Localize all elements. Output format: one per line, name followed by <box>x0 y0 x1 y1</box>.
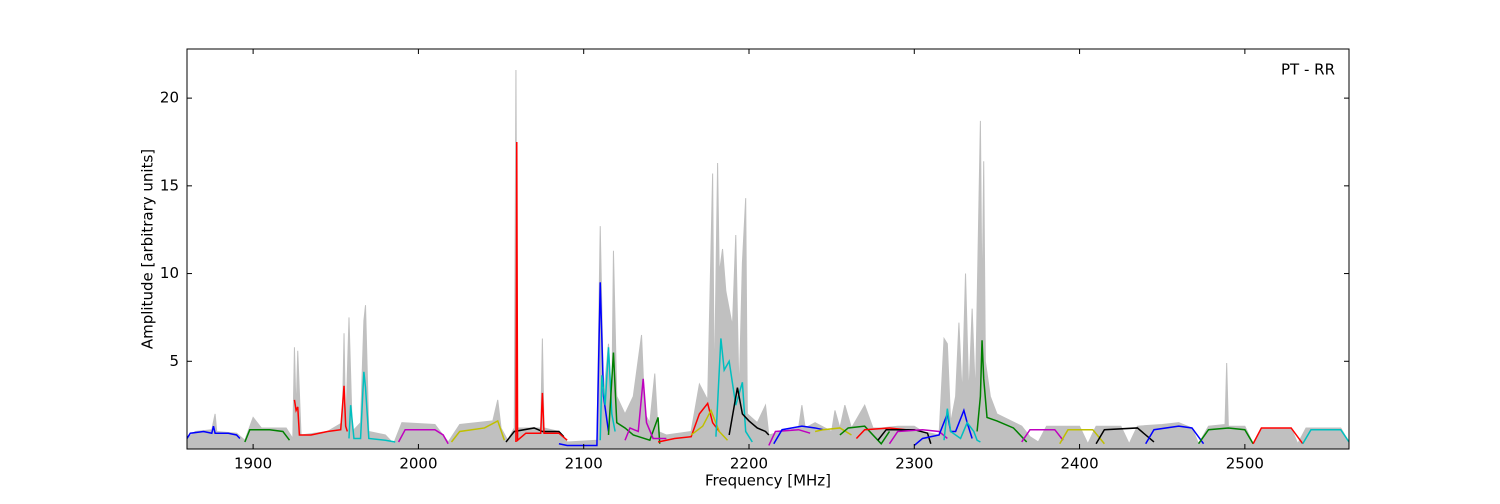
x-tick-label: 1900 <box>234 455 272 473</box>
line <box>976 340 1028 443</box>
line <box>1197 427 1254 445</box>
line <box>244 428 291 443</box>
x-tick-label: 2100 <box>565 455 603 473</box>
annotation: PT - RR <box>1281 61 1335 79</box>
line <box>1145 425 1205 445</box>
y-tick-label: 5 <box>169 352 179 370</box>
line <box>293 385 349 436</box>
line <box>450 419 506 443</box>
x-tick-label: 2500 <box>1226 455 1264 473</box>
x-axis-label: Frequency [MHz] <box>705 472 831 490</box>
line <box>690 408 729 441</box>
line <box>397 428 449 445</box>
x-tick-label: 2300 <box>895 455 933 473</box>
line <box>1302 428 1349 445</box>
line <box>505 427 565 443</box>
area <box>187 70 1349 449</box>
line <box>768 428 811 446</box>
line <box>599 347 616 441</box>
x-tick-label: 2200 <box>730 455 768 473</box>
line <box>187 426 241 439</box>
line <box>715 338 753 443</box>
line <box>773 425 824 445</box>
line <box>839 425 891 445</box>
line <box>943 408 981 443</box>
plot-frame <box>186 48 1350 450</box>
line <box>814 427 852 436</box>
line <box>624 378 667 441</box>
line <box>728 387 770 436</box>
line <box>1095 427 1155 445</box>
line <box>888 428 948 445</box>
line <box>1252 427 1304 445</box>
y-axis-label: Amplitude [arbitrary units] <box>139 149 157 349</box>
y-tick-label: 15 <box>160 176 179 194</box>
line <box>1059 428 1105 445</box>
line <box>515 141 568 442</box>
line <box>657 401 720 443</box>
line <box>1021 428 1064 443</box>
y-tick-label: 10 <box>160 264 179 282</box>
y-tick-label: 20 <box>160 89 179 107</box>
line <box>348 371 396 443</box>
x-tick-label: 2400 <box>1060 455 1098 473</box>
x-tick-label: 2000 <box>399 455 437 473</box>
